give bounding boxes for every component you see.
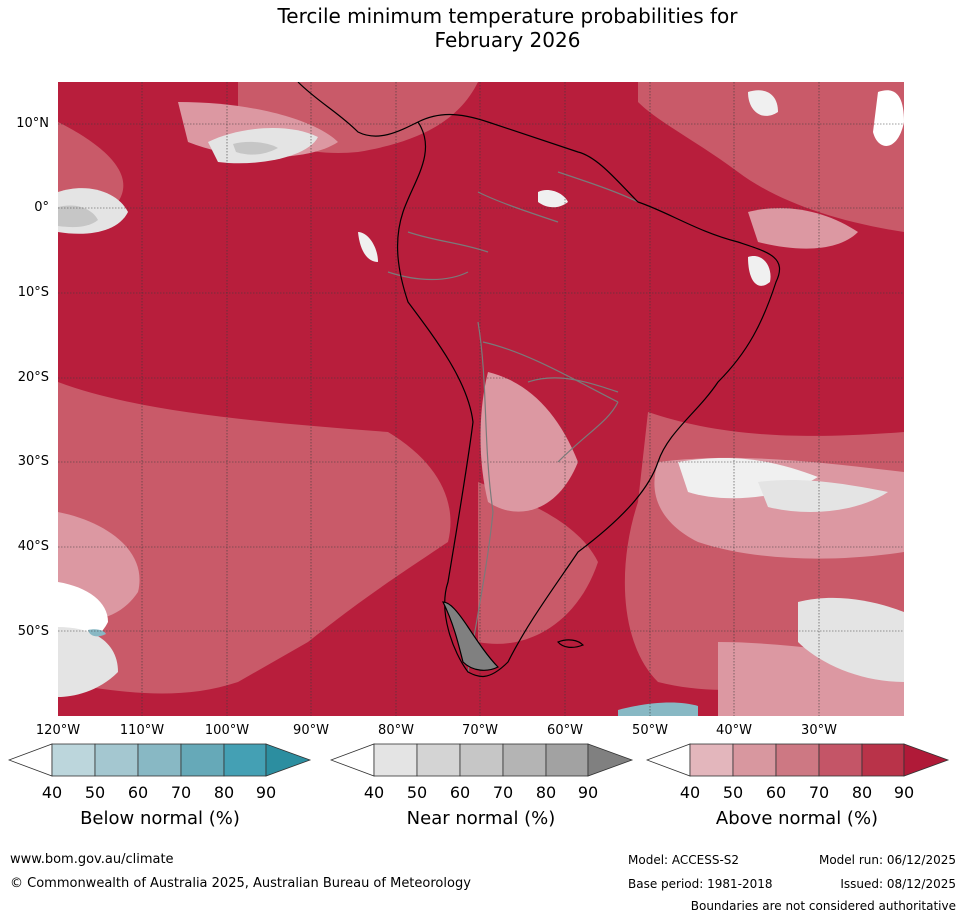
lon-label-90w: 90°W bbox=[293, 723, 329, 738]
lon-label-50w: 50°W bbox=[632, 723, 668, 738]
cbar-near-swatch-2 bbox=[416, 743, 461, 777]
cbar-near-swatch-0 bbox=[330, 743, 375, 777]
website-link[interactable]: www.bom.gov.au/climate bbox=[10, 852, 174, 867]
cbar-above-swatch-5 bbox=[861, 743, 905, 777]
cbar-below-swatch-6 bbox=[265, 743, 312, 777]
cbar-below-swatch-4 bbox=[180, 743, 225, 777]
cbar-above-swatch-1 bbox=[689, 743, 734, 777]
cbar-near-swatch-3 bbox=[459, 743, 504, 777]
cbar-below-swatch-5 bbox=[223, 743, 267, 777]
cbar-above-swatch-0 bbox=[646, 743, 691, 777]
above-tick: 70 bbox=[808, 783, 830, 802]
near-tick: 50 bbox=[406, 783, 428, 802]
near-normal-label: Near normal (%) bbox=[406, 808, 556, 829]
lat-label-0: 0° bbox=[34, 200, 49, 215]
below-normal-label: Below normal (%) bbox=[80, 808, 240, 829]
above-tick: 80 bbox=[851, 783, 873, 802]
lat-label-10n: 10°N bbox=[16, 116, 49, 131]
cbar-above-swatch-2 bbox=[732, 743, 777, 777]
cbar-below-swatch-1 bbox=[51, 743, 96, 777]
model-info: Model: ACCESS-S2 bbox=[628, 853, 740, 867]
near-tick: 80 bbox=[535, 783, 557, 802]
lon-label-70w: 70°W bbox=[462, 723, 498, 738]
model-run-info: Model run: 06/12/2025 bbox=[818, 853, 956, 867]
colorbar-near-normal bbox=[330, 743, 634, 777]
cbar-below-swatch-2 bbox=[94, 743, 139, 777]
lat-label-30s: 30°S bbox=[17, 454, 49, 469]
below-tick: 70 bbox=[170, 783, 192, 802]
below-tick: 50 bbox=[84, 783, 106, 802]
lon-label-110w: 110°W bbox=[119, 723, 165, 738]
lon-label-120w: 120°W bbox=[35, 723, 81, 738]
cbar-below-swatch-0 bbox=[8, 743, 53, 777]
boundary-disclaimer: Boundaries are not considered authoritat… bbox=[690, 899, 956, 913]
cbar-below-swatch-3 bbox=[137, 743, 182, 777]
lon-label-80w: 80°W bbox=[378, 723, 414, 738]
cbar-above-swatch-6 bbox=[903, 743, 950, 777]
below-tick: 40 bbox=[41, 783, 63, 802]
below-tick: 90 bbox=[255, 783, 277, 802]
near-tick: 60 bbox=[449, 783, 471, 802]
copyright-text: © Commonwealth of Australia 2025, Austra… bbox=[10, 876, 471, 891]
title-line-1: Tercile minimum temperature probabilitie… bbox=[277, 4, 738, 28]
base-period-info: Base period: 1981-2018 bbox=[628, 877, 773, 891]
cbar-near-swatch-5 bbox=[545, 743, 589, 777]
near-tick: 90 bbox=[577, 783, 599, 802]
lon-label-100w: 100°W bbox=[204, 723, 250, 738]
cbar-above-swatch-3 bbox=[775, 743, 820, 777]
above-tick: 40 bbox=[679, 783, 701, 802]
lon-label-60w: 60°W bbox=[547, 723, 583, 738]
cbar-above-swatch-4 bbox=[818, 743, 863, 777]
falkland-islands bbox=[557, 639, 585, 648]
title-line-2: February 2026 bbox=[434, 28, 581, 52]
colorbar-above-normal bbox=[646, 743, 950, 777]
probability-map bbox=[58, 82, 904, 716]
near-tick: 70 bbox=[492, 783, 514, 802]
below-tick: 80 bbox=[213, 783, 235, 802]
above-normal-label: Above normal (%) bbox=[715, 808, 879, 829]
above-tick: 60 bbox=[765, 783, 787, 802]
cbar-near-swatch-4 bbox=[502, 743, 547, 777]
lon-label-30w: 30°W bbox=[801, 723, 837, 738]
lat-label-40s: 40°S bbox=[17, 539, 49, 554]
lon-label-40w: 40°W bbox=[716, 723, 752, 738]
above-tick: 90 bbox=[893, 783, 915, 802]
near-normal-areas bbox=[58, 90, 904, 697]
lat-label-50s: 50°S bbox=[17, 624, 49, 639]
lat-label-10s: 10°S bbox=[17, 285, 49, 300]
issued-info: Issued: 08/12/2025 bbox=[840, 877, 956, 891]
country-borders bbox=[387, 171, 639, 673]
above-tick: 50 bbox=[722, 783, 744, 802]
graticule bbox=[58, 82, 904, 716]
cbar-near-swatch-1 bbox=[373, 743, 418, 777]
coastline bbox=[297, 82, 781, 677]
lat-label-20s: 20°S bbox=[17, 370, 49, 385]
below-tick: 60 bbox=[127, 783, 149, 802]
map-title: Tercile minimum temperature probabilitie… bbox=[0, 4, 965, 52]
tierra-del-fuego bbox=[442, 601, 500, 671]
near-tick: 40 bbox=[363, 783, 385, 802]
cbar-near-swatch-6 bbox=[587, 743, 634, 777]
colorbar-below-normal bbox=[8, 743, 312, 777]
